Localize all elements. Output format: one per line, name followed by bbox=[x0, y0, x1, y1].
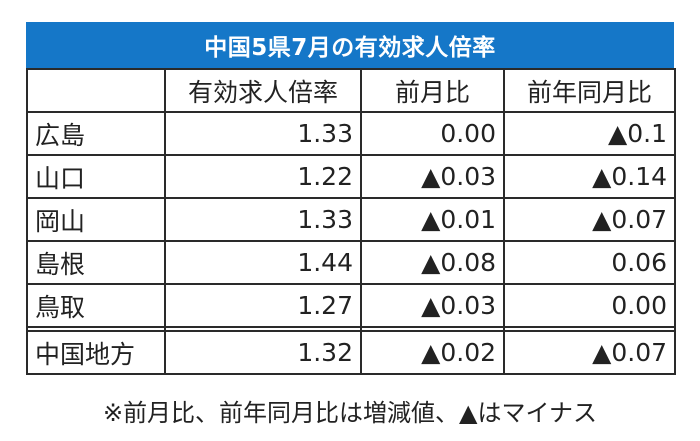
mom-cell: ▲0.03 bbox=[360, 283, 505, 328]
pref-name-cell: 広島 bbox=[26, 111, 166, 156]
ratio-cell: 1.33 bbox=[164, 111, 362, 156]
footnote: ※前月比、前年同月比は増減値、▲はマイナス bbox=[102, 399, 598, 427]
table-row: 山口 1.22 ▲0.03 ▲0.14 bbox=[26, 154, 676, 199]
mom-cell: ▲0.03 bbox=[360, 154, 505, 199]
total-row: 中国地方 1.32 ▲0.02 ▲0.07 bbox=[26, 330, 676, 375]
table-row: 広島 1.33 0.00 ▲0.1 bbox=[26, 111, 676, 156]
pref-name-cell: 島根 bbox=[26, 240, 166, 285]
header-cell-blank bbox=[26, 68, 166, 113]
yoy-cell: ▲0.14 bbox=[503, 154, 676, 199]
yoy-cell: ▲0.1 bbox=[503, 111, 676, 156]
yoy-cell: ▲0.07 bbox=[503, 330, 676, 375]
double-rule-separator bbox=[26, 326, 676, 332]
region-name-cell: 中国地方 bbox=[26, 330, 166, 375]
yoy-cell: ▲0.07 bbox=[503, 197, 676, 242]
yoy-cell: 0.00 bbox=[503, 283, 676, 328]
mom-cell: ▲0.02 bbox=[360, 330, 505, 375]
table-header-row: 有効求人倍率 前月比 前年同月比 bbox=[26, 68, 676, 113]
ratio-cell: 1.32 bbox=[164, 330, 362, 375]
header-cell-mom: 前月比 bbox=[360, 68, 505, 113]
mom-cell: ▲0.08 bbox=[360, 240, 505, 285]
pref-name-cell: 山口 bbox=[26, 154, 166, 199]
ratio-cell: 1.33 bbox=[164, 197, 362, 242]
table-row: 岡山 1.33 ▲0.01 ▲0.07 bbox=[26, 197, 676, 242]
jobs-ratio-table: 有効求人倍率 前月比 前年同月比 広島 1.33 0.00 ▲0.1 山口 1.… bbox=[26, 68, 676, 375]
ratio-cell: 1.44 bbox=[164, 240, 362, 285]
mom-cell: ▲0.01 bbox=[360, 197, 505, 242]
table-row: 鳥取 1.27 ▲0.03 0.00 bbox=[26, 283, 676, 328]
table-title: 中国5県7月の有効求人倍率 bbox=[26, 22, 674, 68]
ratio-cell: 1.22 bbox=[164, 154, 362, 199]
ratio-cell: 1.27 bbox=[164, 283, 362, 328]
header-cell-yoy: 前年同月比 bbox=[503, 68, 676, 113]
yoy-cell: 0.06 bbox=[503, 240, 676, 285]
pref-name-cell: 岡山 bbox=[26, 197, 166, 242]
jobs-ratio-table-container: 中国5県7月の有効求人倍率 有効求人倍率 前月比 前年同月比 広島 1.33 0… bbox=[26, 22, 676, 375]
table-row: 島根 1.44 ▲0.08 0.06 bbox=[26, 240, 676, 285]
header-cell-ratio: 有効求人倍率 bbox=[164, 68, 362, 113]
pref-name-cell: 鳥取 bbox=[26, 283, 166, 328]
mom-cell: 0.00 bbox=[360, 111, 505, 156]
